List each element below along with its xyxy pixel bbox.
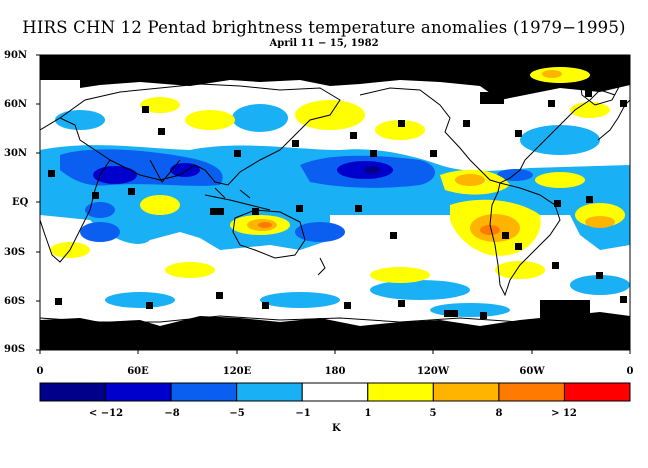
lon-label-0-west: 0 — [36, 366, 44, 377]
lon-label-120w: 120W — [416, 366, 450, 377]
coast-india — [149, 159, 181, 183]
colorbar-swatch — [105, 382, 172, 402]
colorbar-label-6: 5 — [429, 408, 437, 419]
colorbar-swatch — [236, 382, 303, 402]
colorbar-label-7: 8 — [495, 408, 503, 419]
coast-south-america — [489, 182, 561, 297]
colorbar-label-3: −5 — [229, 408, 245, 419]
lon-label-60w: 60W — [519, 366, 545, 377]
colorbar-swatch — [39, 382, 107, 402]
colorbar-swatch — [432, 382, 500, 402]
lat-label-90n: 90N — [4, 50, 28, 61]
coast-africa-europe — [40, 117, 111, 263]
coast-new-zealand — [317, 257, 326, 276]
axis-ticks — [36, 54, 631, 354]
coast-greenland — [579, 77, 621, 106]
coast-asia — [59, 83, 341, 186]
colorbar-swatch — [563, 382, 631, 402]
lat-label-60n: 60N — [4, 99, 28, 110]
orange-region-australia — [258, 222, 272, 228]
coast-europe — [597, 99, 630, 141]
colorbar-swatch — [301, 382, 369, 402]
lon-label-60e: 60E — [127, 366, 149, 377]
coast-australia — [232, 209, 306, 259]
colorbar-label-5: 1 — [364, 408, 372, 419]
colorbar-swatch — [170, 382, 238, 402]
missing-data-south — [40, 312, 630, 350]
colorbar — [39, 382, 631, 402]
colorbar-swatch — [367, 382, 434, 402]
colorbar-swatch — [498, 382, 565, 402]
map-title: HIRS CHN 12 Pentad brightness temperatur… — [22, 18, 626, 37]
coast-indonesia — [204, 187, 271, 211]
lon-label-180: 180 — [324, 366, 346, 377]
missing-data-squares — [48, 70, 627, 337]
colorbar-label-2: −8 — [164, 408, 180, 419]
colorbar-unit: K — [332, 423, 341, 434]
coast-antarctica — [40, 315, 630, 323]
lon-label-120e: 120E — [222, 366, 252, 377]
lat-label-60s: 60S — [4, 296, 26, 307]
lat-label-30n: 30N — [4, 148, 28, 159]
darkest-region — [364, 166, 380, 174]
darkblue-region-asia — [93, 166, 137, 184]
lat-label-30s: 30S — [4, 247, 26, 258]
lat-label-eq: EQ — [12, 197, 29, 208]
colorbar-label-1: < −12 — [88, 408, 124, 419]
lon-label-0-east: 0 — [626, 366, 634, 377]
colorbar-label-8: > 12 — [551, 408, 577, 419]
lat-label-90s: 90S — [4, 344, 26, 355]
coastlines — [40, 77, 630, 323]
colorbar-label-4: −1 — [295, 408, 311, 419]
map-subtitle: April 11 − 15, 1982 — [269, 38, 379, 49]
